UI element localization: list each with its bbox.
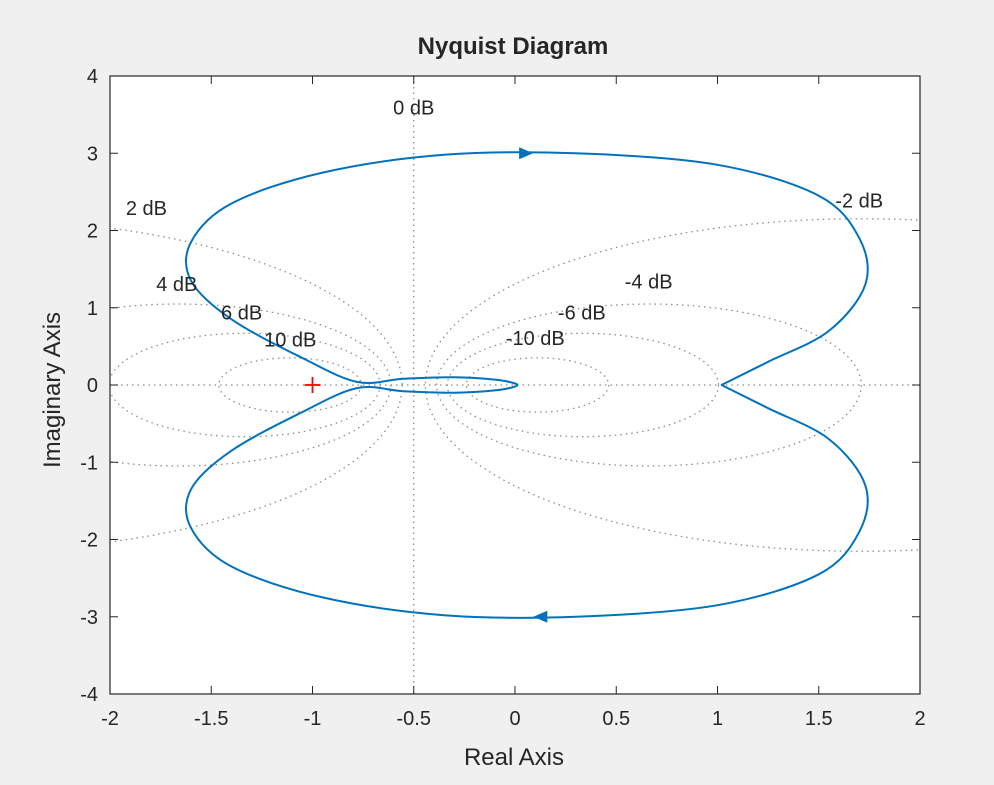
- y-tick-label: -1: [80, 452, 98, 474]
- db-grid-label: 10 dB: [264, 329, 316, 351]
- m-circle: [436, 303, 862, 467]
- db-grid-label: 6 dB: [221, 302, 262, 324]
- y-tick-label: 1: [87, 298, 98, 320]
- db-grid-label: 2 dB: [126, 198, 167, 220]
- y-tick-label: 0: [87, 375, 98, 397]
- m-circle: [465, 357, 610, 413]
- y-axis-label: Imaginary Axis: [39, 312, 66, 468]
- plot-area: [110, 76, 920, 694]
- x-tick-label: -0.5: [397, 708, 431, 730]
- nyquist-curve: [184, 151, 869, 619]
- y-tick-label: -3: [80, 607, 98, 629]
- y-tick-label: -2: [80, 530, 98, 552]
- x-tick-label: 1.5: [805, 708, 833, 730]
- db-grid-label: -2 dB: [835, 190, 883, 212]
- x-tick-label: 0: [509, 708, 520, 730]
- m-circle: [446, 332, 720, 438]
- axis-ticks: -2 -1.5 -1 -0.5 0 0.5 1 1.5 2 -4 -3 -2 -1 0 1 2 3 4: [80, 66, 925, 730]
- y-tick-label: 2: [87, 221, 98, 243]
- direction-arrow: [519, 147, 534, 160]
- x-tick-label: 1: [712, 708, 723, 730]
- db-grid-label: -10 dB: [506, 328, 565, 350]
- db-grid-label: -4 dB: [625, 271, 673, 293]
- x-tick-label: -1.5: [194, 708, 228, 730]
- db-grid-label: 0 dB: [393, 98, 434, 120]
- chart-title: Nyquist Diagram: [418, 33, 609, 60]
- x-axis-label: Real Axis: [464, 744, 564, 771]
- x-tick-label: 0.5: [602, 708, 630, 730]
- m-circle-grid: [110, 76, 920, 694]
- nyquist-curve-group: [184, 147, 869, 623]
- x-tick-label: -2: [101, 708, 119, 730]
- critical-point-group: [304, 377, 321, 393]
- db-grid-label: 4 dB: [156, 274, 197, 296]
- y-tick-label: 3: [87, 143, 98, 165]
- x-tick-label: -1: [304, 708, 322, 730]
- y-tick-label: -4: [80, 684, 98, 706]
- x-tick-label: 2: [914, 708, 925, 730]
- direction-arrow: [533, 610, 548, 623]
- db-grid-label: -6 dB: [558, 302, 606, 324]
- m-circle: [218, 357, 362, 413]
- y-tick-label: 4: [87, 66, 98, 88]
